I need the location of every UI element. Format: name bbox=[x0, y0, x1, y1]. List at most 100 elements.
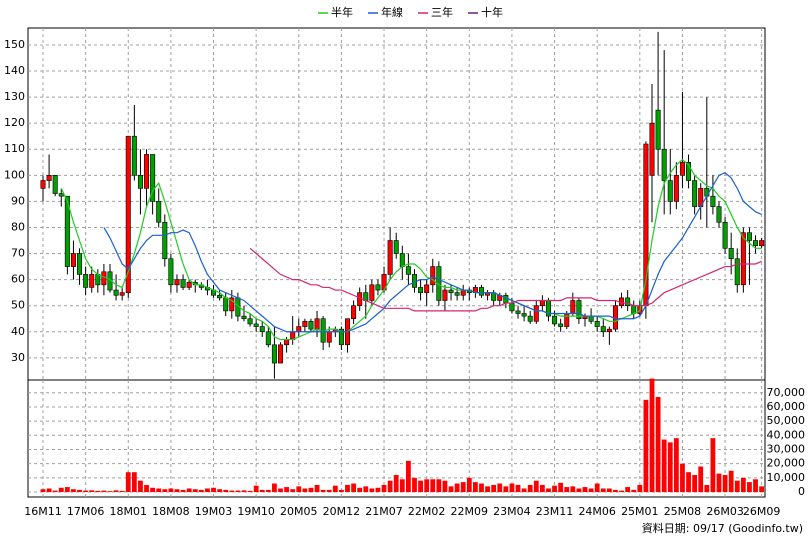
volume-bar bbox=[594, 483, 600, 493]
volume-bar bbox=[442, 480, 448, 493]
volume-bar bbox=[302, 488, 308, 493]
candle-body bbox=[150, 154, 156, 202]
x-tick-label: 20M12 bbox=[323, 505, 361, 518]
candle-body bbox=[673, 175, 679, 202]
candle-body bbox=[746, 232, 752, 241]
volume-bar bbox=[89, 490, 95, 493]
candle-body bbox=[460, 289, 466, 296]
candle-body bbox=[424, 284, 430, 293]
volume-bar bbox=[138, 480, 143, 493]
volume-bar bbox=[686, 472, 691, 493]
candle-body bbox=[655, 109, 661, 150]
volume-bar bbox=[570, 486, 576, 493]
volume-bar bbox=[716, 473, 722, 493]
y-tick-label: 130 bbox=[4, 90, 25, 103]
candle-body bbox=[119, 292, 125, 296]
candle-body bbox=[278, 344, 284, 364]
volume-bar bbox=[64, 487, 70, 493]
volume-bar bbox=[527, 484, 533, 493]
candle-body bbox=[509, 302, 515, 312]
volume-bar bbox=[485, 486, 490, 493]
y-tick-label: 70 bbox=[11, 247, 25, 260]
grid: 30405060708090100110120130140150010,0002… bbox=[4, 28, 805, 518]
volume-bar bbox=[223, 489, 229, 493]
y2-tick-label: 50,000 bbox=[767, 414, 806, 427]
volume-bar bbox=[369, 488, 375, 493]
volume-bar bbox=[539, 484, 545, 493]
candle-body bbox=[387, 240, 393, 275]
y-tick-label: 50 bbox=[11, 299, 25, 312]
volume-bar bbox=[95, 490, 101, 493]
volume-bar bbox=[278, 488, 283, 493]
volume-bar bbox=[162, 489, 168, 493]
y2-tick-label: 10,000 bbox=[767, 471, 806, 484]
candle-body bbox=[271, 344, 277, 364]
volume-bar bbox=[363, 486, 369, 493]
volume-bar bbox=[192, 489, 198, 493]
candle-body bbox=[527, 315, 533, 322]
volume-bar bbox=[296, 486, 302, 493]
x-tick-label: 16M11 bbox=[24, 505, 62, 518]
volume-bar bbox=[606, 488, 612, 493]
x-tick-label: 26M09 bbox=[743, 505, 781, 518]
volume-bar bbox=[649, 378, 655, 493]
candle-body bbox=[156, 201, 162, 223]
candle-body bbox=[661, 148, 667, 181]
volume-bar bbox=[497, 483, 503, 493]
candle-body bbox=[326, 331, 332, 343]
volume-bar bbox=[387, 480, 393, 493]
candle-body bbox=[77, 253, 83, 275]
volume-bar bbox=[430, 479, 436, 493]
volume-bar bbox=[637, 484, 643, 493]
candle-body bbox=[217, 294, 223, 299]
y-tick-label: 60 bbox=[11, 273, 25, 286]
candle-body bbox=[223, 297, 229, 312]
candle-body bbox=[740, 232, 746, 286]
volume-bar bbox=[558, 482, 564, 493]
volume-bar bbox=[673, 438, 679, 493]
candle-body bbox=[375, 284, 381, 291]
legend: 半年 年線 三年 十年 bbox=[318, 5, 503, 19]
y-tick-label: 120 bbox=[4, 116, 25, 129]
x-tick-label: 23M11 bbox=[536, 505, 574, 518]
candle-body bbox=[722, 221, 728, 249]
y2-tick-label: 40,000 bbox=[767, 428, 806, 441]
volume-bar bbox=[107, 491, 113, 493]
candle-body bbox=[533, 305, 539, 322]
volume-bar bbox=[308, 487, 314, 493]
candle-body bbox=[284, 339, 290, 346]
candle-body bbox=[564, 313, 570, 327]
candle-body bbox=[229, 297, 235, 312]
candle-body bbox=[442, 289, 448, 301]
x-tick-label: 22M02 bbox=[408, 505, 446, 518]
volume-bar bbox=[613, 489, 618, 493]
volume-bar bbox=[655, 397, 661, 493]
volume-bar bbox=[582, 487, 588, 493]
volume-bar bbox=[71, 489, 76, 493]
volume-bar bbox=[576, 488, 582, 493]
volume-bar bbox=[418, 480, 423, 493]
candle-body bbox=[393, 240, 399, 254]
volume-bar bbox=[753, 479, 758, 493]
candle-body bbox=[686, 161, 692, 181]
y-tick-label: 100 bbox=[4, 168, 25, 181]
footer: 資料日期: 09/17 (Goodinfo.tw) bbox=[642, 521, 803, 535]
volume-bar bbox=[759, 486, 765, 493]
volume-bar bbox=[314, 484, 320, 493]
candle-body bbox=[180, 279, 186, 288]
x-tick-label: 19M03 bbox=[195, 505, 233, 518]
volume-bar bbox=[479, 483, 484, 493]
volume-bar bbox=[339, 489, 344, 493]
volume-bar bbox=[704, 484, 710, 493]
candle-body bbox=[186, 281, 192, 288]
volume-bar bbox=[619, 490, 624, 493]
candle-body bbox=[734, 258, 740, 286]
volume-bar bbox=[205, 488, 210, 493]
volume-bar bbox=[125, 472, 131, 493]
volume-bar bbox=[253, 485, 259, 493]
volume-bar bbox=[722, 475, 728, 493]
candle-body bbox=[89, 274, 95, 288]
volume-bar bbox=[52, 490, 58, 493]
candle-body bbox=[667, 180, 673, 202]
